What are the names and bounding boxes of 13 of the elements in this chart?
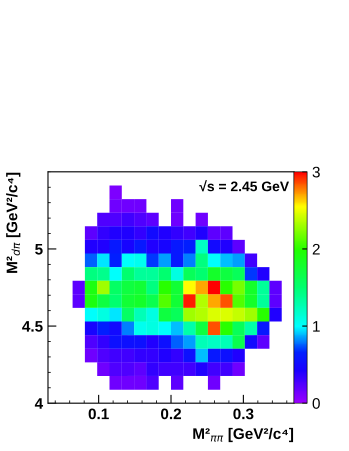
color-bar-label: 2 — [312, 244, 320, 254]
x-tick-label: 0.1 — [88, 408, 109, 420]
y-axis-title: M²$_{dπ}$ [GeV²/c⁴] — [6, 172, 20, 273]
color-bar-label: 0 — [312, 398, 320, 409]
y-tick-label: 4.5 — [22, 321, 43, 332]
color-bar-label: 3 — [312, 166, 320, 178]
y-tick-label: 5 — [35, 244, 43, 255]
annotation: √s = 2.45 GeV — [199, 180, 290, 192]
y-tick-label: 4 — [34, 398, 44, 409]
x-tick-label: 0.2 — [160, 408, 182, 420]
x-tick-label: 0.3 — [233, 408, 254, 420]
color-bar-label: 1 — [313, 321, 320, 332]
x-axis-title: M²$_{ππ}$ [GeV²/c⁴] — [193, 428, 294, 442]
